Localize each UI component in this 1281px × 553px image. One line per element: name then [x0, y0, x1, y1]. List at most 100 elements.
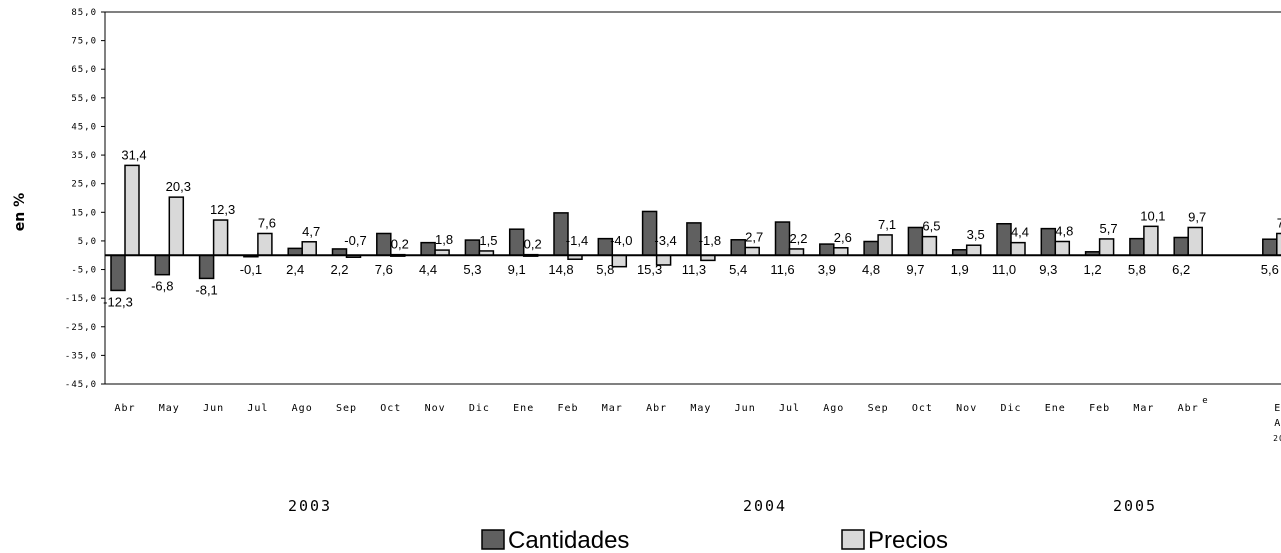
data-label-cantidades: 5,8 [596, 262, 614, 277]
y-tick-label: 15,0 [71, 208, 97, 218]
bar-cantidades [1262, 238, 1278, 256]
data-label-precios: 2,2 [789, 231, 807, 246]
x-tick-label: Abr [1178, 403, 1199, 414]
y-tick-label: 35,0 [71, 151, 97, 161]
x-tick-label: May [690, 403, 711, 414]
bar-cantidades [154, 254, 171, 276]
data-label-precios: 7,1 [878, 217, 896, 232]
x-tick-label: Sep [336, 403, 357, 414]
data-label-cantidades: 1,2 [1084, 262, 1102, 277]
bar-precios [301, 241, 317, 256]
bar-cantidades [420, 241, 436, 256]
y-tick-label: 85,0 [71, 8, 97, 18]
y-tick-label: 65,0 [71, 65, 97, 75]
x-tick-label: Ene [1045, 403, 1066, 414]
bar-cantidades [198, 254, 215, 280]
data-label-precios: 20,3 [166, 179, 191, 194]
data-label-precios: 5,7 [1100, 221, 1118, 236]
x-tick-label: Jul [779, 403, 800, 414]
x-tick-label: Ago [292, 403, 313, 414]
bar-cantidades [1040, 227, 1057, 256]
bar-precios [744, 246, 760, 256]
x-tick-label: Nov [956, 403, 977, 414]
bar-precios [877, 234, 893, 256]
x-tick-label: Mar [1133, 403, 1154, 414]
y-tick-label: 75,0 [71, 37, 97, 47]
legend-label-precios: Precios [868, 527, 948, 553]
data-label-cantidades: 11,3 [682, 262, 706, 277]
x-tick-superscript: e [1202, 396, 1207, 406]
bar-precios [1098, 238, 1115, 256]
x-tick-label: Ene [513, 403, 534, 414]
data-label-cantidades: -12,3 [103, 294, 133, 309]
x-tick-label: Abr [114, 403, 135, 414]
data-label-cantidades: 9,1 [508, 262, 526, 277]
bar-precios [611, 254, 628, 268]
x-tick-label: Ene [1274, 403, 1281, 414]
data-label-precios: 4,4 [1011, 225, 1029, 240]
bar-precios [1143, 225, 1159, 256]
data-label-cantidades: 1,9 [951, 262, 969, 277]
x-tick-label: Jul [247, 403, 268, 414]
data-label-precios: 7,6 [1277, 215, 1281, 230]
x-tick-label: Feb [1089, 403, 1110, 414]
bar-precios [1010, 241, 1026, 256]
data-label-precios: 2,6 [834, 230, 852, 245]
data-label-cantidades: 5,4 [729, 262, 747, 277]
bar-cantidades [863, 240, 879, 256]
y-tick-label: -15,0 [65, 294, 97, 304]
x-tick-label: Feb [557, 403, 578, 414]
data-label-precios: 10,1 [1140, 208, 1165, 223]
y-tick-label: 5,0 [78, 237, 97, 247]
legend-label-cantidades: Cantidades [508, 527, 629, 553]
data-label-cantidades: 7,6 [375, 262, 393, 277]
data-label-cantidades: 5,6 [1261, 262, 1279, 277]
x-tick-label: Jun [735, 403, 756, 414]
bar-cantidades [287, 247, 303, 256]
bar-cantidades [907, 226, 924, 256]
data-label-precios: -1,8 [699, 233, 721, 248]
bar-precios [168, 196, 185, 256]
x-tick-label: Dic [469, 403, 490, 414]
data-label-cantidades: 2,4 [286, 262, 304, 277]
data-label-precios: 7,6 [258, 215, 276, 230]
bar-cantidades [730, 239, 746, 256]
bar-precios [212, 219, 229, 256]
x-tick-label: Sep [868, 403, 889, 414]
bar-cantidades [508, 228, 525, 256]
x-tick-label: Abr [646, 403, 667, 414]
y-tick-label: -25,0 [65, 323, 97, 333]
y-tick-label: -5,0 [71, 266, 97, 276]
data-label-cantidades: 2,2 [330, 262, 348, 277]
data-label-precios: 2,7 [745, 230, 763, 245]
data-label-precios: 1,8 [435, 232, 453, 247]
x-tick-label: Nov [425, 403, 446, 414]
bar-cantidades [1129, 237, 1145, 256]
data-label-cantidades: -6,8 [151, 279, 173, 294]
bar-precios [1054, 240, 1071, 256]
data-label-cantidades: 14,8 [548, 262, 573, 277]
bar-precios [921, 235, 938, 256]
data-label-precios: 4,8 [1055, 223, 1073, 238]
bar-cantidades [1173, 236, 1189, 256]
y-tick-label: 45,0 [71, 122, 97, 132]
legend-swatch-cantidades [481, 529, 505, 550]
x-tick-label: 2005 [1273, 434, 1281, 443]
legend-swatch-precios [841, 529, 865, 550]
x-tick-label: Dic [1000, 403, 1021, 414]
bar-cantidades [464, 239, 481, 256]
data-label-precios: 4,7 [302, 224, 320, 239]
data-label-cantidades: 5,3 [463, 262, 481, 277]
x-tick-label: Oct [912, 403, 933, 414]
data-label-cantidades: 5,8 [1128, 262, 1146, 277]
data-label-precios: 3,5 [967, 227, 985, 242]
bar-cantidades [110, 254, 126, 292]
data-label-cantidades: 11,0 [992, 262, 1016, 277]
data-label-cantidades: 3,9 [818, 262, 836, 277]
bar-precios [965, 244, 982, 256]
data-label-precios: -0,7 [344, 233, 366, 248]
data-label-cantidades: 4,4 [419, 262, 437, 277]
bar-precios [1276, 232, 1281, 256]
data-label-cantidades: 4,8 [862, 262, 880, 277]
